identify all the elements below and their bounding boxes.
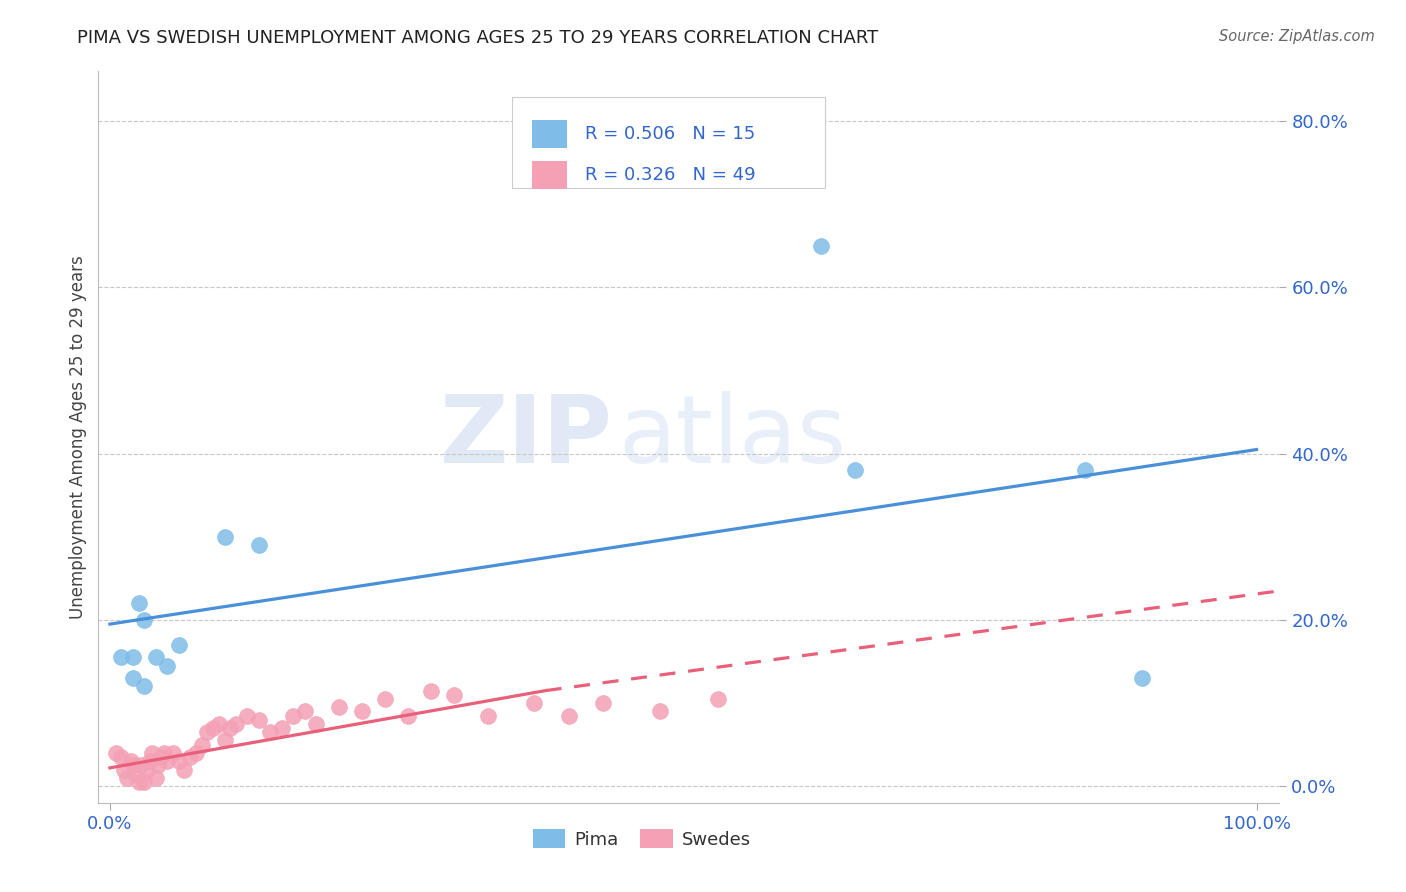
Text: R = 0.326   N = 49: R = 0.326 N = 49 [585, 166, 755, 184]
Point [225, 716, 247, 731]
Point [110, 650, 132, 665]
Point [128, 775, 150, 789]
Point [145, 650, 167, 665]
Point [190, 738, 212, 752]
Point [420, 683, 443, 698]
Legend: Pima, Swedes: Pima, Swedes [526, 822, 758, 856]
Point [219, 721, 242, 735]
Point [134, 613, 156, 627]
Point [162, 746, 184, 760]
Point [128, 596, 150, 610]
Point [706, 692, 728, 706]
Point [173, 763, 195, 777]
Point [650, 705, 672, 719]
Point [156, 754, 179, 768]
Point [374, 692, 396, 706]
Text: PIMA VS SWEDISH UNEMPLOYMENT AMONG AGES 25 TO 29 YEARS CORRELATION CHART: PIMA VS SWEDISH UNEMPLOYMENT AMONG AGES … [77, 29, 879, 46]
Point [121, 650, 143, 665]
Point [247, 538, 270, 552]
Point [184, 746, 207, 760]
Point [1073, 463, 1095, 477]
Point [283, 708, 305, 723]
Point [259, 725, 281, 739]
Point [141, 746, 163, 760]
Point [129, 758, 152, 772]
Point [352, 705, 374, 719]
Point [195, 725, 218, 739]
Point [294, 705, 316, 719]
Point [156, 658, 179, 673]
Y-axis label: Unemployment Among Ages 25 to 29 years: Unemployment Among Ages 25 to 29 years [69, 255, 87, 619]
Point [810, 239, 832, 253]
Point [202, 721, 225, 735]
Point [121, 671, 143, 685]
Point [167, 754, 190, 768]
Text: atlas: atlas [619, 391, 846, 483]
Point [152, 746, 174, 760]
Point [844, 463, 866, 477]
Point [179, 750, 201, 764]
Point [1130, 671, 1153, 685]
Point [270, 721, 292, 735]
Point [124, 766, 146, 780]
Point [247, 713, 270, 727]
Point [121, 758, 143, 772]
Point [145, 771, 167, 785]
Point [523, 696, 546, 710]
Point [146, 758, 169, 772]
Point [214, 530, 236, 544]
Text: Source: ZipAtlas.com: Source: ZipAtlas.com [1219, 29, 1375, 44]
Point [477, 708, 499, 723]
Point [120, 754, 142, 768]
Text: ZIP: ZIP [439, 391, 612, 483]
Point [592, 696, 614, 710]
Point [557, 708, 579, 723]
Point [135, 763, 157, 777]
Point [328, 700, 350, 714]
Point [134, 680, 156, 694]
Point [396, 708, 419, 723]
Point [115, 771, 138, 785]
Bar [531, 161, 567, 188]
Point [214, 733, 236, 747]
Point [208, 716, 231, 731]
Point [110, 750, 132, 764]
Point [150, 750, 173, 764]
Point [236, 708, 259, 723]
Bar [531, 120, 567, 148]
Text: R = 0.506   N = 15: R = 0.506 N = 15 [585, 125, 755, 144]
Point [104, 746, 127, 760]
FancyBboxPatch shape [512, 97, 825, 188]
Point [305, 716, 328, 731]
Point [167, 638, 190, 652]
Point [112, 763, 135, 777]
Point [139, 754, 162, 768]
Point [134, 775, 156, 789]
Point [443, 688, 465, 702]
